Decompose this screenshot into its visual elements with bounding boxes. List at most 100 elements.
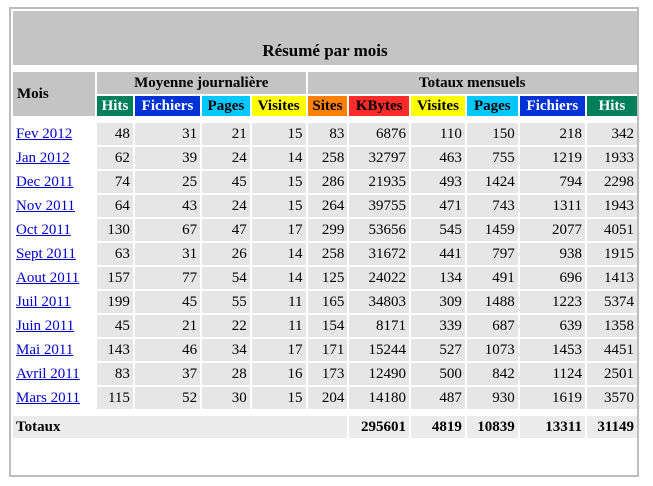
cell-daily-visites: 14 xyxy=(251,267,306,289)
cell-visites: 500 xyxy=(411,363,465,385)
cell-hits: 1358 xyxy=(586,315,637,337)
cell-fichiers: 639 xyxy=(519,315,585,337)
total-hits: 31149 xyxy=(586,416,637,438)
daily-average-header: Moyenne journalière xyxy=(97,72,306,94)
cell-daily-visites: 14 xyxy=(251,147,306,169)
cell-daily-fichiers: 31 xyxy=(134,123,201,145)
cell-daily-pages: 22 xyxy=(202,315,250,337)
cell-pages: 797 xyxy=(466,243,518,265)
month-link[interactable]: Juil 2011 xyxy=(16,293,71,310)
col-pages: Pages xyxy=(466,96,518,116)
cell-sites: 204 xyxy=(307,387,348,409)
month-link[interactable]: Juin 2011 xyxy=(16,317,75,334)
cell-pages: 1488 xyxy=(466,291,518,313)
col-daily-pages: Pages xyxy=(202,96,250,116)
total-kbytes: 295601 xyxy=(349,416,410,438)
monthly-totals-header: Totaux mensuels xyxy=(307,72,637,94)
cell-daily-fichiers: 31 xyxy=(134,243,201,265)
cell-daily-fichiers: 43 xyxy=(134,195,201,217)
cell-fichiers: 794 xyxy=(519,171,585,193)
month-link[interactable]: Fev 2012 xyxy=(16,125,73,142)
cell-hits: 342 xyxy=(586,123,637,145)
month-link[interactable]: Dec 2011 xyxy=(16,173,74,190)
cell-pages: 743 xyxy=(466,195,518,217)
table-row: Juin 2011 45 21 22 11 154 8171 339 687 639 1358 xyxy=(13,315,637,337)
cell-hits: 1915 xyxy=(586,243,637,265)
cell-daily-hits: 157 xyxy=(97,267,133,289)
month-link[interactable]: Avril 2011 xyxy=(16,365,80,382)
cell-daily-hits: 199 xyxy=(97,291,133,313)
cell-hits: 4451 xyxy=(586,339,637,361)
cell-daily-visites: 15 xyxy=(251,123,306,145)
cell-daily-pages: 21 xyxy=(202,123,250,145)
cell-daily-visites: 15 xyxy=(251,387,306,409)
cell-fichiers: 1219 xyxy=(519,147,585,169)
cell-sites: 286 xyxy=(307,171,348,193)
month-cell: Sept 2011 xyxy=(13,243,95,265)
month-link[interactable]: Sept 2011 xyxy=(16,245,76,262)
cell-daily-hits: 64 xyxy=(97,195,133,217)
col-daily-hits: Hits xyxy=(97,96,133,116)
cell-kbytes: 21935 xyxy=(349,171,410,193)
cell-daily-fichiers: 77 xyxy=(134,267,201,289)
cell-hits: 2298 xyxy=(586,171,637,193)
cell-kbytes: 24022 xyxy=(349,267,410,289)
month-cell: Mars 2011 xyxy=(13,387,95,409)
cell-sites: 154 xyxy=(307,315,348,337)
cell-daily-visites: 15 xyxy=(251,171,306,193)
cell-daily-pages: 30 xyxy=(202,387,250,409)
cell-daily-pages: 47 xyxy=(202,219,250,241)
cell-sites: 165 xyxy=(307,291,348,313)
cell-kbytes: 34803 xyxy=(349,291,410,313)
month-link[interactable]: Aout 2011 xyxy=(16,269,80,286)
month-link[interactable]: Jan 2012 xyxy=(16,149,70,166)
month-link[interactable]: Mai 2011 xyxy=(16,341,74,358)
cell-daily-visites: 11 xyxy=(251,315,306,337)
cell-visites: 441 xyxy=(411,243,465,265)
table-row: Fev 2012 48 31 21 15 83 6876 110 150 218 342 xyxy=(13,123,637,145)
cell-kbytes: 39755 xyxy=(349,195,410,217)
cell-hits: 3570 xyxy=(586,387,637,409)
month-cell: Mai 2011 xyxy=(13,339,95,361)
col-fichiers: Fichiers xyxy=(519,96,585,116)
cell-fichiers: 1619 xyxy=(519,387,585,409)
month-cell: Fev 2012 xyxy=(13,123,95,145)
cell-visites: 463 xyxy=(411,147,465,169)
month-link[interactable]: Nov 2011 xyxy=(16,197,76,214)
cell-daily-pages: 24 xyxy=(202,195,250,217)
cell-hits: 5374 xyxy=(586,291,637,313)
cell-kbytes: 12490 xyxy=(349,363,410,385)
cell-daily-visites: 17 xyxy=(251,219,306,241)
cell-pages: 1459 xyxy=(466,219,518,241)
cell-fichiers: 2077 xyxy=(519,219,585,241)
cell-pages: 491 xyxy=(466,267,518,289)
month-cell: Nov 2011 xyxy=(13,195,95,217)
cell-sites: 299 xyxy=(307,219,348,241)
cell-daily-hits: 83 xyxy=(97,363,133,385)
cell-daily-hits: 62 xyxy=(97,147,133,169)
totals-label: Totaux xyxy=(13,416,348,438)
col-daily-visites: Visites xyxy=(251,96,306,116)
cell-fichiers: 938 xyxy=(519,243,585,265)
cell-daily-fichiers: 67 xyxy=(134,219,201,241)
cell-hits: 2501 xyxy=(586,363,637,385)
cell-pages: 1073 xyxy=(466,339,518,361)
cell-fichiers: 1453 xyxy=(519,339,585,361)
table-row: Sept 2011 63 31 26 14 258 31672 441 797 938 1915 xyxy=(13,243,637,265)
cell-daily-fichiers: 37 xyxy=(134,363,201,385)
cell-visites: 487 xyxy=(411,387,465,409)
month-link[interactable]: Oct 2011 xyxy=(16,221,71,238)
col-kbytes: KBytes xyxy=(349,96,410,116)
table-row: Jan 2012 62 39 24 14 258 32797 463 755 1219 1933 xyxy=(13,147,637,169)
month-column-header: Mois xyxy=(13,72,95,116)
month-cell: Avril 2011 xyxy=(13,363,95,385)
cell-daily-hits: 74 xyxy=(97,171,133,193)
cell-sites: 171 xyxy=(307,339,348,361)
month-link[interactable]: Mars 2011 xyxy=(16,389,81,406)
cell-daily-pages: 28 xyxy=(202,363,250,385)
cell-daily-pages: 45 xyxy=(202,171,250,193)
cell-daily-fichiers: 21 xyxy=(134,315,201,337)
cell-daily-hits: 48 xyxy=(97,123,133,145)
cell-kbytes: 32797 xyxy=(349,147,410,169)
cell-daily-hits: 115 xyxy=(97,387,133,409)
